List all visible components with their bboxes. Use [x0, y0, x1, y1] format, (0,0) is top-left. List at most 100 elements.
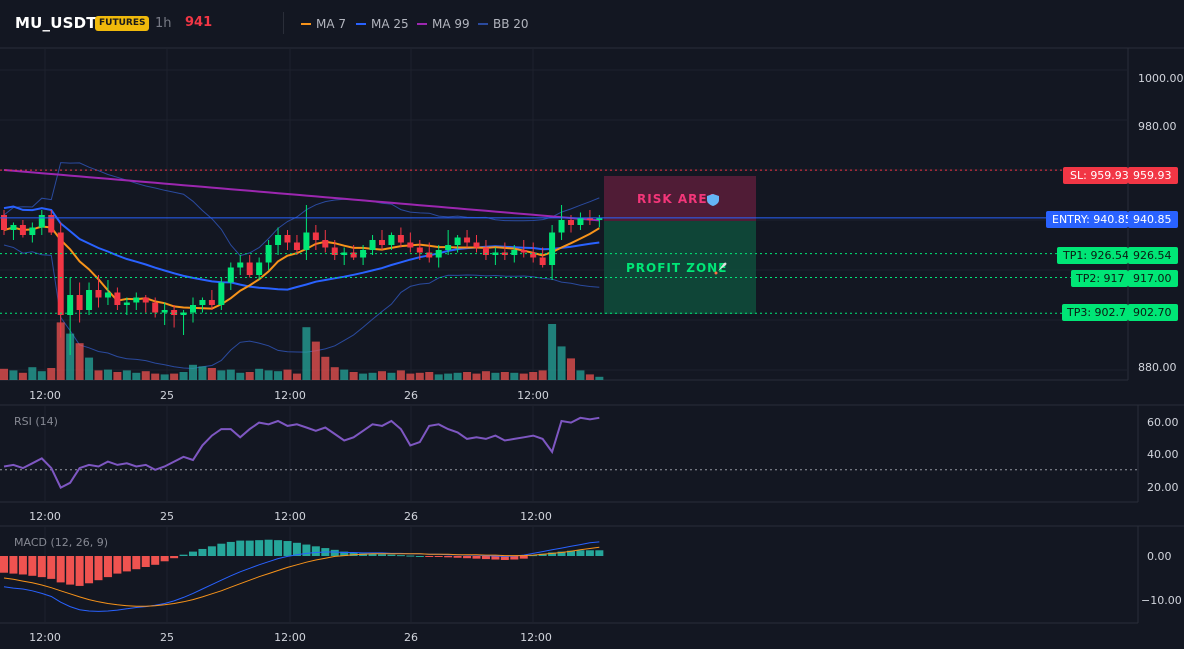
macd-hist-bar	[170, 556, 179, 559]
candle-body	[369, 240, 376, 250]
candle-body	[293, 242, 300, 250]
candle-body	[379, 240, 385, 245]
candle-body	[539, 257, 546, 265]
tp3-tag-text: TP3: 902.7	[1066, 306, 1126, 319]
macd-time-tick: 12:00	[274, 631, 306, 644]
risk-area-zone[interactable]	[604, 176, 756, 221]
macd-hist-bar	[463, 556, 472, 559]
candle-body	[473, 242, 480, 248]
legend-ma25-label: MA 25	[371, 17, 409, 31]
ma7-line	[3, 225, 600, 310]
volume-bar	[434, 374, 443, 380]
legend-bb20[interactable]: BB 20	[478, 17, 529, 31]
candle-body	[445, 245, 452, 250]
volume-bar	[538, 370, 547, 380]
candle-body	[596, 217, 603, 220]
ma7-swatch	[301, 23, 311, 25]
candle-body	[256, 262, 263, 275]
volume-bar	[396, 370, 405, 380]
macd-hist-bar	[472, 556, 481, 559]
macd-hist-bar	[66, 556, 75, 585]
candle-body	[464, 237, 471, 243]
candlesticks	[1, 205, 603, 355]
symbol-name[interactable]: MU_USDT	[15, 14, 97, 32]
candle-body	[360, 250, 367, 258]
macd-hist-bar	[245, 540, 254, 556]
candle-body	[10, 225, 17, 230]
risk-area-label: RISK AREA	[637, 192, 718, 206]
profit-zone[interactable]	[604, 221, 756, 314]
legend-ma7[interactable]: MA 7	[301, 17, 346, 31]
legend-ma25[interactable]: MA 25	[356, 17, 409, 31]
chart-header: MU_USDT FUTURES 1h 941 MA 7 MA 25 MA 99 …	[0, 0, 1184, 48]
tp1-tag[interactable]: TP1: 926.54 926.54	[1057, 247, 1178, 264]
macd-hist-bar	[368, 553, 377, 556]
rsi-tick: 20.00	[1147, 481, 1179, 494]
time-tick: 12:00	[274, 389, 306, 402]
volume-bar	[453, 372, 462, 380]
candle-body	[501, 252, 508, 255]
candle-body	[265, 245, 272, 263]
macd-hist-bar	[0, 556, 8, 573]
macd-hist-bar	[453, 556, 462, 558]
candle-body	[454, 237, 461, 245]
rsi-line[interactable]	[3, 416, 600, 489]
legend-ma99[interactable]: MA 99	[417, 17, 470, 31]
macd-hist-bar	[151, 556, 160, 565]
tp1-axis-value: 926.54	[1133, 249, 1172, 262]
volume-bar	[472, 373, 481, 380]
macd-hist-bar	[56, 556, 65, 583]
candle-body	[388, 235, 395, 245]
sl-tag[interactable]: SL: 959.93 959.93	[1063, 167, 1178, 184]
time-tick: 12:00	[517, 389, 549, 402]
candle-body	[312, 232, 319, 240]
legend-ma99-label: MA 99	[432, 17, 470, 31]
rsi-time-tick: 12:00	[29, 510, 61, 523]
profit-zone-label: PROFIT ZONE	[626, 261, 727, 275]
volume-bar	[170, 373, 179, 380]
volume-bar	[576, 370, 585, 380]
volume-bar	[236, 372, 245, 380]
macd-hist-bar	[576, 550, 585, 556]
volume-bar	[245, 372, 254, 380]
candle-body	[426, 252, 433, 258]
macd-hist-bar	[340, 551, 349, 556]
macd-time-tick: 25	[160, 631, 174, 644]
candle-body	[520, 250, 527, 253]
macd-hist-bar	[548, 552, 557, 556]
volume-bar	[0, 368, 8, 380]
macd-hist-bar	[529, 555, 538, 557]
futures-badge: FUTURES	[95, 16, 150, 31]
volume-bar	[585, 374, 594, 380]
macd-line[interactable]	[3, 541, 600, 612]
candle-body	[95, 290, 102, 298]
legend-divider	[283, 12, 284, 34]
legend-bb20-label: BB 20	[493, 17, 529, 31]
candle-body	[199, 300, 206, 305]
candle-body	[275, 235, 282, 245]
candle-body	[397, 235, 404, 243]
macd-hist-bar	[103, 556, 112, 578]
candle-body	[152, 302, 159, 313]
rocket-icon	[714, 262, 727, 275]
candle-body	[227, 267, 234, 283]
volume-bar	[132, 372, 141, 380]
volume-bar	[387, 372, 396, 380]
macd-hist-bar	[189, 551, 197, 556]
entry-tag[interactable]: ENTRY: 940.85 940.85	[1046, 211, 1178, 228]
macd-hist-bar	[47, 556, 56, 579]
timeframe-selector[interactable]: 1h	[155, 16, 172, 31]
volume-bar	[37, 371, 46, 380]
macd-hist-bar	[75, 556, 84, 586]
tp3-tag[interactable]: TP3: 902.7 902.70	[1062, 304, 1178, 321]
volume-bar	[18, 372, 27, 380]
macd-hist-bar	[567, 550, 575, 556]
candle-body	[482, 247, 489, 255]
volume-bar	[283, 369, 292, 380]
tp2-tag[interactable]: TP2: 917 917.00	[1071, 270, 1178, 287]
signal-line[interactable]	[3, 546, 600, 607]
volume-bar	[292, 373, 301, 380]
candle-body	[237, 262, 244, 268]
volume-bar	[406, 373, 415, 380]
